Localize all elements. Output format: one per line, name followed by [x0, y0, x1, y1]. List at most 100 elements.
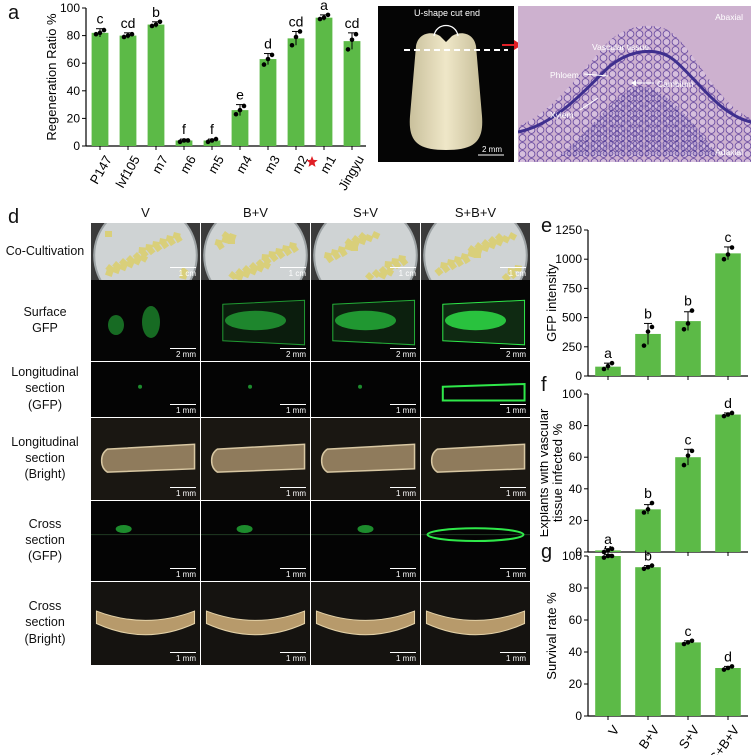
image-cell: 1 mm — [311, 582, 420, 665]
bar-S+V — [675, 642, 701, 716]
adaxial-label: Adaxial — [715, 147, 743, 157]
image-cell: 1 cm — [311, 223, 420, 280]
bar-S+V — [675, 457, 701, 552]
bar-m7 — [147, 24, 165, 147]
x-tick-label: lvf105 — [113, 153, 143, 191]
x-tick-label: m7 — [149, 153, 171, 176]
significance-letter: cd — [121, 15, 136, 31]
data-point — [125, 33, 131, 38]
data-point — [725, 665, 731, 671]
panel-letter-a: a — [8, 2, 20, 24]
significance-letter: b — [644, 548, 652, 564]
data-point — [157, 19, 163, 25]
y-tick-label: 80 — [569, 419, 583, 433]
significance-letter: d — [264, 36, 272, 52]
x-tick-label: m3 — [261, 153, 283, 176]
data-point — [129, 31, 135, 37]
data-point — [645, 329, 651, 334]
data-point — [725, 252, 731, 257]
bar-B+V — [635, 509, 661, 552]
significance-letter: a — [320, 0, 328, 13]
scale-bar: 2 mm — [390, 348, 416, 359]
scale-bar-label: 1 cm — [178, 269, 196, 278]
scale-bar: 2 mm — [170, 348, 196, 359]
data-point — [649, 500, 655, 506]
panel-letter-f: f — [541, 374, 547, 396]
scale-bar-label: 1 mm — [176, 654, 196, 663]
scale-bar: 1 mm — [280, 487, 306, 498]
y-tick-label: 80 — [569, 581, 583, 595]
data-point — [601, 555, 607, 560]
significance-letter: d — [724, 395, 732, 411]
y-tick-label: 0 — [575, 369, 582, 383]
bar-Jingyu — [343, 41, 361, 147]
y-axis-label: tissue infected % — [550, 423, 565, 522]
y-tick-label: 80 — [67, 29, 81, 43]
scale-bar: 1 mm — [280, 652, 306, 663]
x-tick-label: S+V — [676, 722, 703, 751]
significance-letter: f — [182, 121, 186, 137]
bar-lvf105 — [119, 35, 137, 146]
significance-letter: a — [604, 546, 612, 552]
data-point — [645, 507, 651, 512]
data-point — [205, 139, 211, 145]
image-cell: 2 mm — [201, 280, 310, 361]
u-shape-label: U-shape cut end — [414, 8, 481, 18]
u-shape-arc — [433, 24, 459, 37]
data-point — [185, 138, 191, 143]
data-point — [689, 638, 695, 644]
data-point — [681, 326, 687, 332]
scale-bar: 1 mm — [170, 404, 196, 415]
image-cell: 1 mm — [421, 582, 530, 665]
data-point — [209, 138, 215, 143]
bar-m4 — [231, 110, 249, 146]
x-tick-label: m6 — [177, 153, 199, 176]
scale-bar-label: 1 mm — [176, 570, 196, 579]
scale-bar-label: 1 mm — [506, 406, 526, 415]
data-point — [721, 413, 727, 419]
data-point — [261, 62, 267, 67]
vascular-label: Vascular tissue — [592, 42, 650, 52]
scale-bar: 1 mm — [500, 568, 526, 579]
data-point — [293, 34, 299, 40]
scale-bar-label: 2 mm — [506, 350, 526, 359]
y-tick-label: 250 — [562, 340, 582, 354]
data-point — [649, 563, 655, 568]
column-header: V — [141, 205, 150, 220]
data-point — [265, 56, 271, 62]
scale-bar-label: 1 cm — [508, 269, 526, 278]
scale-bar: 1 mm — [500, 404, 526, 415]
image-cell: 2 mm — [421, 280, 530, 361]
bar-V — [595, 366, 621, 376]
image-cell: 1 mm — [91, 362, 200, 417]
scale-bar: 2 mm — [500, 348, 526, 359]
x-tick-label: B+V — [636, 722, 663, 751]
image-cell: 1 mm — [91, 418, 200, 500]
scale-bar: 1 mm — [390, 568, 416, 579]
significance-letter: c — [97, 11, 104, 27]
y-axis-label: GFP intensity — [544, 264, 559, 342]
scale-bar-label: 1 mm — [506, 489, 526, 498]
y-tick-label: 750 — [562, 281, 582, 295]
scale-bar: 1 cm — [280, 267, 306, 278]
column-header: B+V — [243, 205, 268, 220]
data-point — [729, 410, 735, 416]
y-tick-label: 0 — [575, 545, 582, 556]
x-tick-label: m4 — [233, 153, 255, 176]
scale-bar: 2 mm — [280, 348, 306, 359]
y-tick-label: 40 — [569, 482, 583, 496]
image-cell: 1 mm — [311, 362, 420, 417]
data-point — [601, 366, 607, 372]
significance-letter: f — [210, 121, 214, 137]
scale-bar-label: 1 mm — [396, 570, 416, 579]
data-point — [685, 321, 691, 326]
data-point — [641, 510, 647, 515]
y-axis-label: Explants with vascular — [540, 408, 551, 537]
data-point — [233, 111, 239, 117]
data-point — [321, 15, 327, 20]
row-label: Surface GFP — [23, 304, 67, 335]
data-point — [153, 22, 159, 27]
bar-V — [595, 556, 621, 716]
scale-bar-label: 1 cm — [398, 269, 416, 278]
